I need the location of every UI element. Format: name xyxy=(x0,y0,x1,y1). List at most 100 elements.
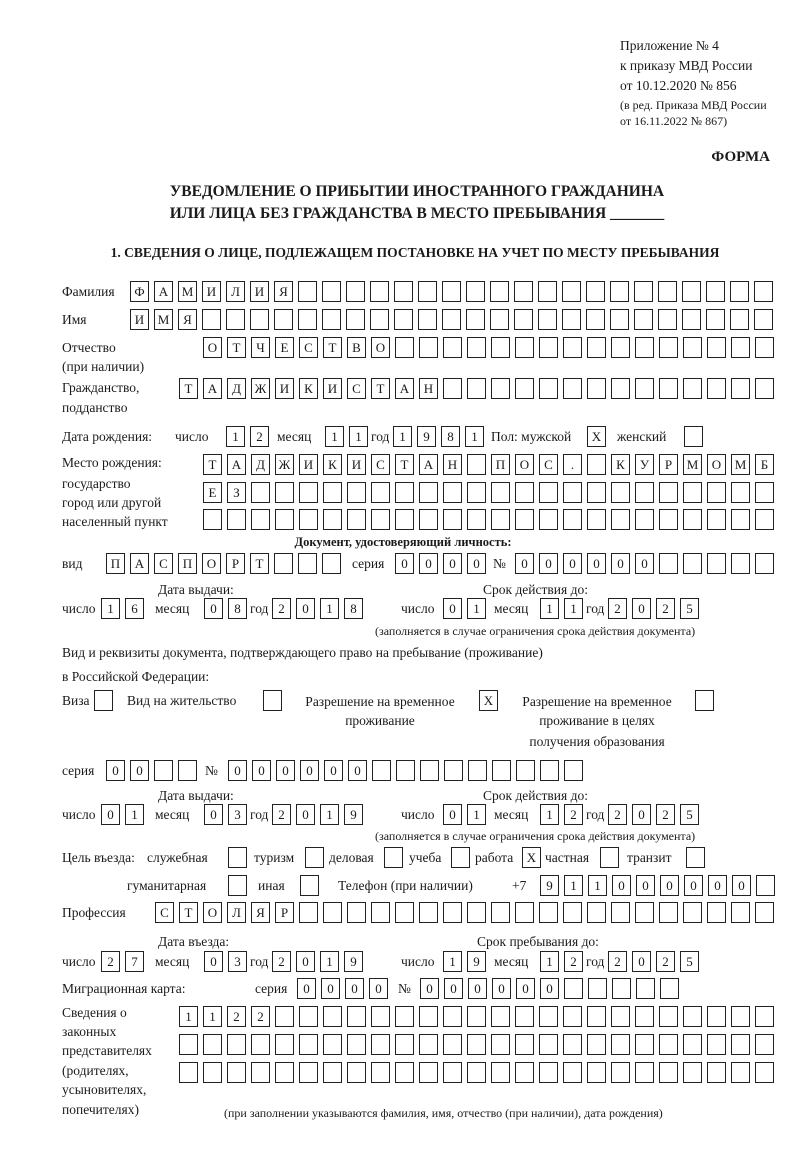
char-box[interactable] xyxy=(707,337,726,358)
char-box[interactable] xyxy=(635,337,654,358)
char-box[interactable]: О xyxy=(707,454,726,475)
representatives-row[interactable] xyxy=(179,1062,774,1083)
char-box[interactable] xyxy=(322,553,341,574)
char-box[interactable]: А xyxy=(154,281,173,302)
char-box[interactable]: И xyxy=(299,454,318,475)
char-box[interactable] xyxy=(611,1062,630,1083)
char-box[interactable] xyxy=(418,309,437,330)
char-box[interactable]: Т xyxy=(179,902,198,923)
char-box[interactable] xyxy=(683,509,702,530)
char-box[interactable] xyxy=(466,309,485,330)
char-box[interactable] xyxy=(299,509,318,530)
char-box[interactable] xyxy=(610,309,629,330)
char-box[interactable] xyxy=(275,1062,294,1083)
char-box[interactable] xyxy=(299,1034,318,1055)
char-box[interactable] xyxy=(635,1034,654,1055)
char-box[interactable]: 2 xyxy=(251,1006,270,1027)
char-box[interactable] xyxy=(346,281,365,302)
char-box[interactable] xyxy=(299,902,318,923)
char-box[interactable]: П xyxy=(178,553,197,574)
char-box[interactable]: 0 xyxy=(130,760,149,781)
char-box[interactable] xyxy=(467,454,486,475)
char-box[interactable] xyxy=(203,1034,222,1055)
purpose-transit-checkbox[interactable] xyxy=(686,847,705,868)
char-box[interactable] xyxy=(274,309,293,330)
char-box[interactable] xyxy=(587,1062,606,1083)
char-box[interactable]: 0 xyxy=(419,553,438,574)
char-box[interactable] xyxy=(731,902,750,923)
char-box[interactable]: 1 xyxy=(320,598,339,619)
char-box[interactable]: 1 xyxy=(349,426,368,447)
char-box[interactable] xyxy=(635,1006,654,1027)
char-box[interactable]: 1 xyxy=(320,804,339,825)
char-box[interactable] xyxy=(251,1062,270,1083)
char-box[interactable] xyxy=(299,1006,318,1027)
char-box[interactable]: 0 xyxy=(612,875,631,896)
char-box[interactable] xyxy=(707,378,726,399)
char-box[interactable] xyxy=(226,309,245,330)
char-box[interactable] xyxy=(442,281,461,302)
char-box[interactable]: С xyxy=(371,454,390,475)
char-box[interactable]: 1 xyxy=(320,951,339,972)
sex-male-checkbox[interactable]: X xyxy=(587,426,606,447)
char-box[interactable] xyxy=(299,1062,318,1083)
char-box[interactable] xyxy=(588,978,607,999)
char-box[interactable]: 9 xyxy=(467,951,486,972)
char-box[interactable]: 0 xyxy=(443,804,462,825)
char-box[interactable]: 0 xyxy=(660,875,679,896)
char-box[interactable] xyxy=(562,281,581,302)
char-box[interactable] xyxy=(683,378,702,399)
char-box[interactable]: 1 xyxy=(564,875,583,896)
char-box[interactable] xyxy=(384,847,403,868)
char-box[interactable] xyxy=(731,1034,750,1055)
char-box[interactable] xyxy=(587,454,606,475)
char-box[interactable]: 0 xyxy=(516,978,535,999)
char-box[interactable]: 2 xyxy=(608,804,627,825)
char-box[interactable] xyxy=(419,902,438,923)
char-box[interactable] xyxy=(635,482,654,503)
char-box[interactable]: К xyxy=(299,378,318,399)
char-box[interactable]: С xyxy=(154,553,173,574)
char-box[interactable]: 0 xyxy=(632,804,651,825)
char-box[interactable]: Я xyxy=(178,309,197,330)
char-box[interactable] xyxy=(467,902,486,923)
char-box[interactable] xyxy=(707,1034,726,1055)
char-box[interactable] xyxy=(514,281,533,302)
char-box[interactable] xyxy=(347,1006,366,1027)
char-box[interactable] xyxy=(419,337,438,358)
char-box[interactable]: 5 xyxy=(680,598,699,619)
char-box[interactable]: 0 xyxy=(228,760,247,781)
char-box[interactable]: А xyxy=(227,454,246,475)
char-box[interactable] xyxy=(227,509,246,530)
char-box[interactable]: 2 xyxy=(272,951,291,972)
char-box[interactable]: 0 xyxy=(297,978,316,999)
char-box[interactable] xyxy=(611,1034,630,1055)
char-box[interactable] xyxy=(395,1006,414,1027)
char-box[interactable] xyxy=(228,875,247,896)
char-box[interactable] xyxy=(347,482,366,503)
char-box[interactable]: 0 xyxy=(443,598,462,619)
char-box[interactable] xyxy=(179,1034,198,1055)
char-box[interactable] xyxy=(707,509,726,530)
char-box[interactable] xyxy=(516,760,535,781)
char-box[interactable] xyxy=(586,281,605,302)
char-box[interactable] xyxy=(659,1006,678,1027)
char-box[interactable] xyxy=(539,509,558,530)
char-box[interactable] xyxy=(755,509,774,530)
char-box[interactable]: А xyxy=(395,378,414,399)
char-box[interactable] xyxy=(755,1034,774,1055)
char-box[interactable]: А xyxy=(203,378,222,399)
char-box[interactable] xyxy=(587,1006,606,1027)
char-box[interactable] xyxy=(686,847,705,868)
purpose-other-checkbox[interactable] xyxy=(300,875,319,896)
char-box[interactable] xyxy=(491,902,510,923)
char-box[interactable] xyxy=(683,1006,702,1027)
char-box[interactable] xyxy=(659,902,678,923)
char-box[interactable]: К xyxy=(323,454,342,475)
char-box[interactable]: Т xyxy=(179,378,198,399)
char-box[interactable] xyxy=(515,482,534,503)
char-box[interactable] xyxy=(443,482,462,503)
